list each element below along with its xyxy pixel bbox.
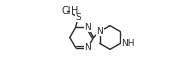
Text: N: N bbox=[84, 43, 91, 52]
Text: NH: NH bbox=[121, 39, 135, 48]
Text: Cl: Cl bbox=[62, 6, 71, 16]
Text: S: S bbox=[75, 13, 81, 22]
Text: H: H bbox=[71, 6, 78, 16]
Text: N: N bbox=[96, 27, 103, 36]
Text: N: N bbox=[84, 23, 91, 32]
